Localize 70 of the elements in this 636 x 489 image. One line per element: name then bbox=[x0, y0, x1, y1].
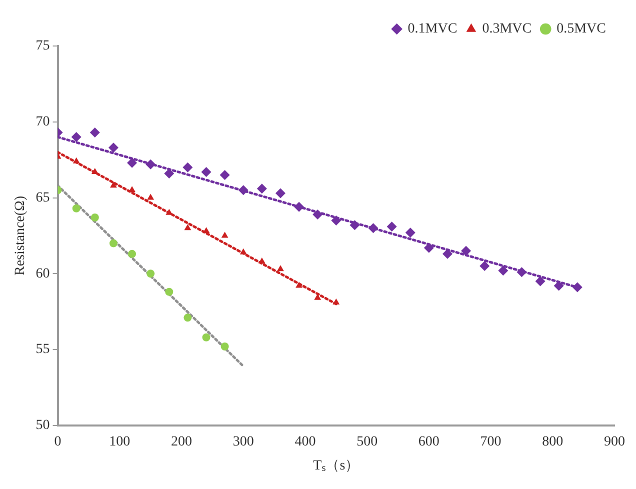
x-axis-title: Tₛ（s） bbox=[313, 458, 360, 474]
point bbox=[128, 250, 136, 258]
point bbox=[498, 266, 508, 276]
x-tick-label: 200 bbox=[171, 434, 192, 450]
y-axis-title: Resistance(Ω) bbox=[13, 196, 28, 276]
point bbox=[277, 265, 284, 272]
point bbox=[424, 242, 434, 253]
y-tick-label: 75 bbox=[36, 38, 50, 54]
point bbox=[147, 194, 154, 200]
point bbox=[127, 158, 138, 168]
point bbox=[312, 209, 323, 220]
point bbox=[146, 270, 155, 278]
y-tick-label: 65 bbox=[36, 190, 50, 206]
x-tick-label: 0 bbox=[54, 434, 62, 450]
y-tick-label: 50 bbox=[36, 418, 50, 434]
point bbox=[480, 261, 490, 272]
x-tick-label: 900 bbox=[604, 434, 625, 450]
point bbox=[220, 170, 230, 180]
point bbox=[258, 258, 266, 264]
point bbox=[220, 342, 229, 350]
point bbox=[90, 213, 99, 222]
point bbox=[405, 228, 416, 238]
point bbox=[331, 216, 342, 226]
point bbox=[221, 232, 228, 238]
point bbox=[350, 220, 360, 230]
x-tick-label: 100 bbox=[109, 434, 130, 450]
y-tick-label: 55 bbox=[36, 342, 50, 358]
point bbox=[461, 246, 472, 256]
x-tick-label: 600 bbox=[418, 434, 440, 450]
point bbox=[256, 184, 267, 194]
point bbox=[165, 288, 174, 296]
point bbox=[182, 162, 193, 172]
point bbox=[201, 166, 212, 177]
x-tick-label: 500 bbox=[356, 434, 378, 450]
legend-label: 0.1MVC bbox=[408, 22, 458, 37]
legend-label: 0.5MVC bbox=[556, 22, 606, 37]
point bbox=[110, 182, 117, 188]
point bbox=[332, 298, 340, 304]
point bbox=[72, 204, 80, 212]
point bbox=[109, 239, 118, 248]
point bbox=[554, 280, 564, 291]
point bbox=[72, 157, 80, 164]
point bbox=[202, 227, 210, 234]
point bbox=[128, 186, 136, 192]
point bbox=[294, 202, 304, 212]
point bbox=[202, 333, 210, 342]
point bbox=[146, 159, 156, 170]
x-tick-label: 700 bbox=[480, 434, 502, 450]
point bbox=[184, 224, 192, 230]
x-tick-label: 800 bbox=[542, 434, 564, 450]
y-tick-label: 60 bbox=[36, 266, 50, 282]
x-tick-label: 300 bbox=[232, 434, 254, 450]
point bbox=[386, 222, 397, 232]
point bbox=[368, 223, 378, 234]
point bbox=[71, 132, 82, 142]
legend-label: 0.3MVC bbox=[482, 22, 532, 37]
point bbox=[535, 276, 546, 286]
x-tick-label: 400 bbox=[294, 434, 316, 450]
point bbox=[240, 248, 247, 254]
point bbox=[275, 188, 286, 198]
point bbox=[90, 128, 100, 138]
point bbox=[184, 314, 192, 322]
point bbox=[91, 168, 98, 174]
y-tick-label: 70 bbox=[36, 114, 50, 130]
point bbox=[516, 267, 527, 278]
point bbox=[166, 208, 173, 215]
point bbox=[108, 142, 118, 153]
point bbox=[238, 185, 248, 196]
point bbox=[296, 282, 302, 288]
point bbox=[572, 282, 582, 292]
